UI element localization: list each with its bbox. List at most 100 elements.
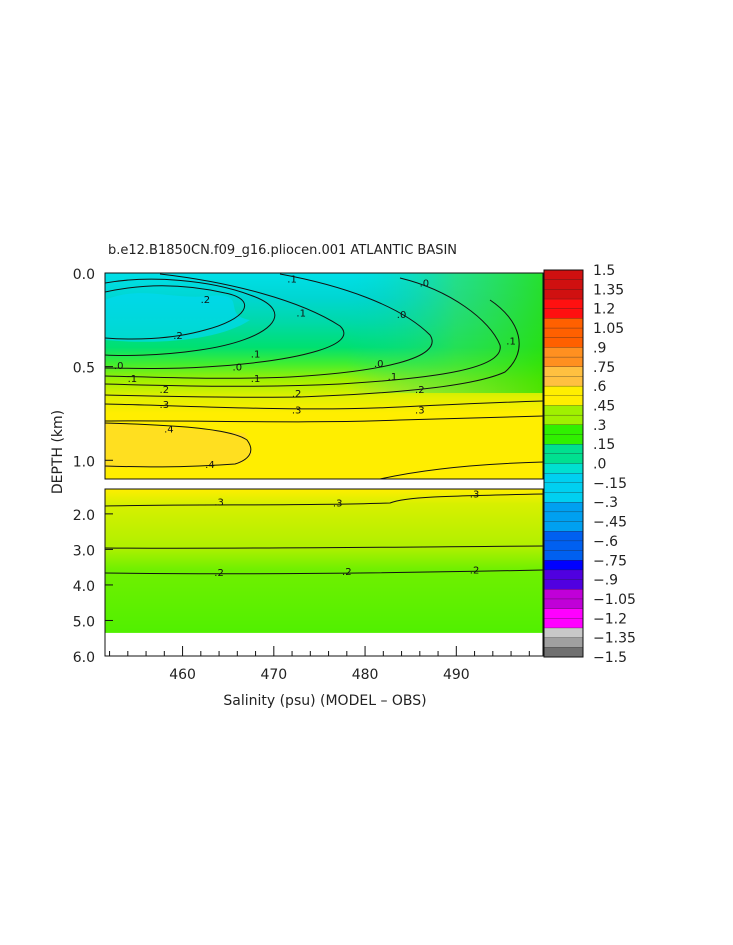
lower-panel: .3 .3 .3 .2 .2 .2 2.0 3.0 4.0 5.0 6.0 460 470 480 49… <box>73 488 544 683</box>
contour-label-lower-5: .2 <box>470 565 480 576</box>
lower-contour-lines <box>105 493 543 575</box>
colorbar-segment <box>543 589 584 600</box>
contour-label-upper-15: .2 <box>415 385 425 396</box>
no-data-region <box>105 632 543 656</box>
colorbar-label: .75 <box>593 360 615 376</box>
colorbar-segment <box>543 560 584 571</box>
colorbar-segment <box>543 540 584 552</box>
colorbar-label: .9 <box>593 340 606 356</box>
contour-label-lower-2: .3 <box>470 489 480 500</box>
contour-label-upper-14: .2 <box>292 389 302 400</box>
y-axis-label: DEPTH (km) <box>50 410 66 494</box>
colorbar-segment <box>543 318 584 329</box>
colorbar-segment <box>543 366 584 377</box>
x-axis: 460 470 480 490 <box>109 646 530 683</box>
colorbar-segment <box>543 608 584 619</box>
contour-label-upper-13: .2 <box>160 385 170 396</box>
upper-y-tick-label: 1.0 <box>73 454 95 470</box>
x-tick-label: 460 <box>169 667 196 683</box>
contour-label-upper-7: .0 <box>114 361 124 372</box>
colorbar-segment <box>543 395 584 406</box>
upper-panel: .2 .1 .0 .1 .0 .2 .1 .0 .0 .0 .1 .1 .1 .2 .2 .2 .3 .3 .3 .4… <box>73 267 544 480</box>
colorbar-label: .45 <box>593 398 615 414</box>
colorbar-segment <box>543 618 584 629</box>
upper-panel-frame <box>104 272 544 480</box>
contour-label-lower-4: .2 <box>342 567 352 578</box>
colorbar-label: −.75 <box>593 553 627 569</box>
colorbar-segment <box>543 492 584 503</box>
colorbar-segment <box>543 579 584 590</box>
colorbar-label: −1.35 <box>593 631 636 647</box>
colorbar-segment <box>543 511 584 523</box>
upper-y-tick-label: 0.5 <box>73 361 95 377</box>
colorbar-segment <box>543 443 584 455</box>
colorbar-label: −.6 <box>593 534 618 550</box>
lower-y-tick-label: 3.0 <box>73 543 95 559</box>
contour-label-lower-3: .2 <box>214 568 224 579</box>
lower-y-tick-label: 5.0 <box>73 614 95 630</box>
contour-label-upper-6: .1 <box>251 350 261 361</box>
surface-minimum-patch <box>105 293 250 342</box>
colorbar-segment <box>543 463 584 474</box>
contour-label-upper-18: .3 <box>415 406 425 417</box>
contour-label-upper-0: .2 <box>201 295 211 306</box>
colorbar-segment <box>543 356 584 368</box>
x-tick-label: 490 <box>443 667 470 683</box>
colorbar-segment <box>543 405 584 416</box>
colorbar: 1.5 1.35 1.2 1.05 .9 .75 .6 .45 .3 .15 .0 −.15 −.3 −.… <box>543 263 636 666</box>
colorbar-label: 1.2 <box>593 302 615 318</box>
contour-label-upper-1: .1 <box>287 275 297 286</box>
lower-y-tick-label: 2.0 <box>73 508 95 524</box>
colorbar-label: 1.35 <box>593 282 624 298</box>
colorbar-label: −1.2 <box>593 611 627 627</box>
colorbar-segment <box>543 627 584 639</box>
colorbar-segment <box>543 502 584 513</box>
colorbar-segment <box>543 434 584 445</box>
colorbar-segment <box>543 569 584 581</box>
lower-y-tick-label: 4.0 <box>73 579 95 595</box>
colorbar-label: 1.05 <box>593 321 624 337</box>
colorbar-label: −1.05 <box>593 592 636 608</box>
colorbar-label: −1.5 <box>593 650 627 666</box>
colorbar-segment <box>543 289 584 300</box>
deep-maximum-patch <box>105 423 252 468</box>
lower-panel-field <box>105 489 543 635</box>
colorbar-label: 1.5 <box>593 263 615 279</box>
colorbar-segment <box>543 598 584 610</box>
colorbar-segment <box>543 327 584 339</box>
upper-contour-lines <box>105 273 543 479</box>
lower-y-tick-label: 6.0 <box>73 650 95 666</box>
colorbar-label: −.3 <box>593 495 618 511</box>
x-tick-label: 470 <box>260 667 287 683</box>
colorbar-segment <box>543 550 584 561</box>
contour-label-upper-20: .4 <box>205 460 215 471</box>
lower-panel-frame <box>104 488 544 657</box>
colorbar-segment <box>543 482 584 493</box>
contour-label-lower-1: .3 <box>333 499 343 510</box>
contour-label-upper-21: .1 <box>506 336 516 347</box>
contour-label-upper-16: .3 <box>160 400 170 411</box>
contour-label-lower-0: .3 <box>214 497 224 508</box>
contour-label-upper-8: .0 <box>233 363 243 374</box>
colorbar-segment <box>543 647 584 658</box>
colorbar-segment <box>543 637 584 648</box>
contour-label-upper-5: .2 <box>173 331 183 342</box>
lower-y-axis: 2.0 3.0 4.0 5.0 6.0 <box>73 508 543 666</box>
colorbar-segment <box>543 337 584 348</box>
upper-y-axis: 0.0 0.5 1.0 <box>73 267 113 470</box>
chart-title: b.e12.B1850CN.f09_g16.pliocen.001 ATLANT… <box>108 243 457 258</box>
colorbar-label: −.15 <box>593 476 627 492</box>
x-axis-label: Salinity (psu) (MODEL – OBS) <box>223 693 426 709</box>
colorbar-label: .6 <box>593 379 606 395</box>
contour-label-upper-2: .0 <box>420 278 430 289</box>
contour-label-upper-4: .0 <box>397 310 407 321</box>
colorbar-segment <box>543 376 584 387</box>
x-tick-label: 480 <box>352 667 379 683</box>
colorbar-label: −.9 <box>593 573 618 589</box>
colorbar-frame <box>543 269 584 658</box>
contour-label-upper-10: .1 <box>128 374 138 385</box>
colorbar-label: .15 <box>593 437 615 453</box>
contour-label-upper-19: .4 <box>164 424 174 435</box>
colorbar-segment <box>543 279 584 290</box>
colorbar-segment <box>543 269 584 281</box>
